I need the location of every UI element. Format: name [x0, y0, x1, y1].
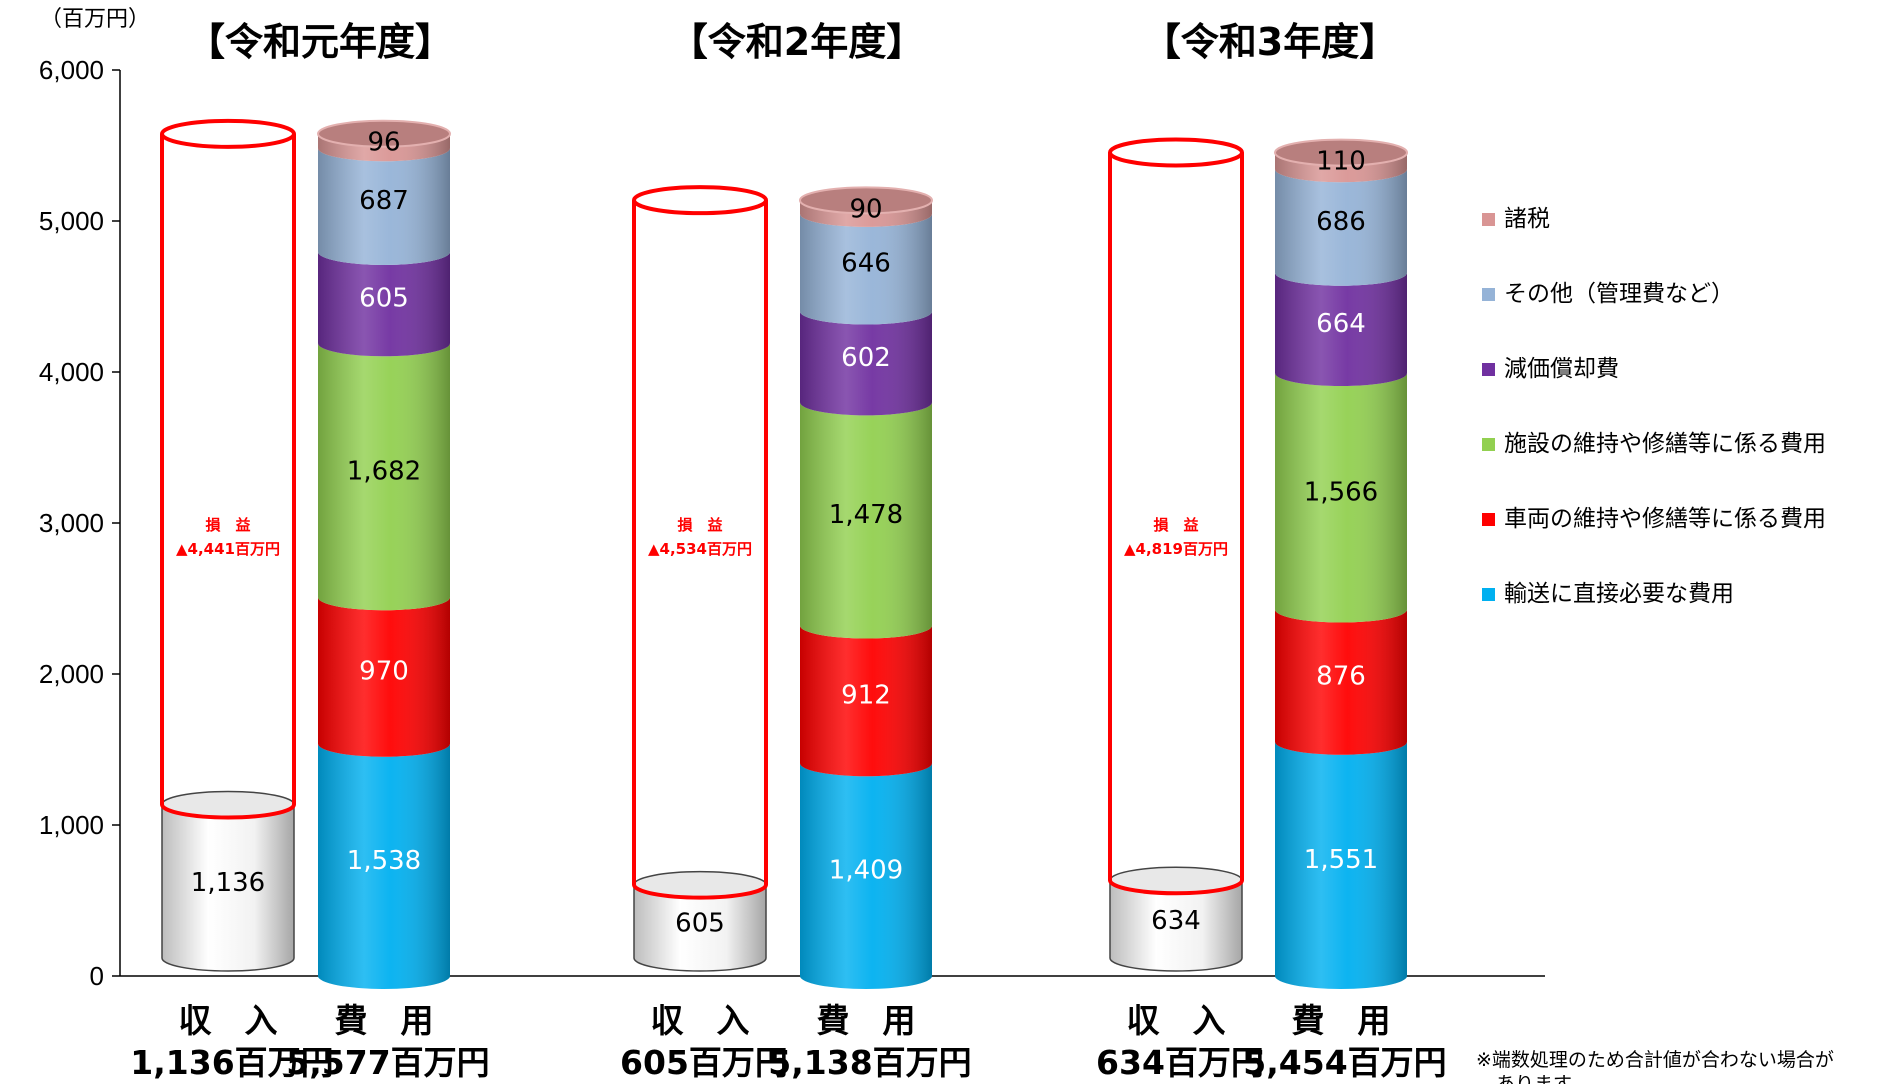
legend-swatch	[1482, 213, 1495, 226]
expense-value-label: 876	[1316, 662, 1366, 692]
loss-outline	[160, 133, 296, 820]
loss-outline-top	[160, 118, 296, 149]
loss-title: 損 益	[1153, 516, 1198, 534]
income-total: 634百万円	[1096, 1043, 1264, 1082]
loss-outline-top	[1108, 137, 1244, 168]
legend-label: 諸税	[1504, 206, 1550, 232]
income-caption: 収 入	[651, 1001, 750, 1040]
legend-swatch	[1482, 363, 1495, 376]
expense-segment-shade	[1275, 169, 1407, 286]
expense-value-label: 1,409	[829, 856, 903, 886]
loss-value: ▲4,819百万円	[1124, 540, 1228, 558]
y-tick-label: 4,000	[39, 357, 104, 387]
year-title: 【令和2年度】	[670, 20, 924, 64]
expense-value-label: 1,478	[829, 500, 903, 530]
expense-total: 5,454百万円	[1243, 1043, 1446, 1082]
expense-value-label: 96	[367, 128, 400, 158]
y-tick-label: 6,000	[39, 55, 104, 85]
expense-segment-shade	[318, 743, 450, 989]
expense-segment-shade	[1275, 609, 1407, 755]
expense-total: 5,138百万円	[768, 1043, 971, 1082]
income-caption: 収 入	[1127, 1001, 1226, 1040]
expense-segment-shade	[800, 213, 932, 325]
expense-value-label: 110	[1316, 147, 1366, 177]
expense-segment-shade	[800, 625, 932, 777]
loss-value: ▲4,534百万円	[648, 540, 752, 558]
y-tick-label: 0	[90, 961, 104, 991]
expense-value-label: 912	[841, 680, 891, 710]
y-tick-label: 1,000	[39, 810, 104, 840]
legend-label: 輸送に直接必要な費用	[1504, 581, 1734, 607]
loss-value: ▲4,441百万円	[176, 540, 280, 558]
income-value-label: 634	[1151, 906, 1201, 936]
expense-value-label: 90	[849, 194, 882, 224]
loss-outline	[632, 200, 768, 900]
legend-swatch	[1482, 438, 1495, 451]
expense-segment-shade	[1275, 152, 1407, 183]
expense-segment-shade	[800, 763, 932, 989]
legend-swatch	[1482, 513, 1495, 526]
loss-outline	[1108, 152, 1244, 896]
expense-value-label: 1,682	[347, 456, 421, 486]
expense-segment-shade	[800, 402, 932, 639]
income-cylinder	[1109, 879, 1243, 972]
y-tick-label: 5,000	[39, 206, 104, 236]
expense-segment-shade	[1275, 373, 1407, 623]
expense-value-label: 687	[359, 186, 409, 216]
expense-segment-shade	[1275, 272, 1407, 387]
expense-top-cap	[317, 119, 451, 148]
expense-value-label: 646	[841, 249, 891, 279]
income-value-label: 605	[675, 908, 725, 938]
expense-segment-shade	[318, 343, 450, 611]
expense-top-cap	[799, 186, 933, 215]
y-axis-unit: （百万円）	[40, 7, 150, 32]
income-total: 1,136百万円	[130, 1043, 333, 1082]
legend-swatch	[1482, 588, 1495, 601]
expense-caption: 費 用	[335, 1001, 434, 1040]
expense-value-label: 1,566	[1304, 477, 1378, 507]
legend-label: 施設の維持や修繕等に係る費用	[1504, 431, 1826, 457]
expense-caption: 費 用	[1292, 1001, 1391, 1040]
expense-segment-shade	[318, 148, 450, 265]
expense-value-label: 1,551	[1304, 845, 1378, 875]
income-total: 605百万円	[620, 1043, 788, 1082]
expense-segment-shade	[800, 311, 932, 416]
footnote: ※端数処理のため合計値が合わない場合が	[1476, 1049, 1834, 1071]
income-value-label: 1,136	[191, 868, 265, 898]
expense-top-cap	[1274, 138, 1408, 167]
expense-segment-shade	[318, 597, 450, 757]
income-cylinder	[633, 883, 767, 972]
y-tick-label: 3,000	[39, 508, 104, 538]
legend-swatch	[1482, 288, 1495, 301]
expense-value-label: 664	[1316, 309, 1366, 339]
expense-value-label: 686	[1316, 207, 1366, 237]
expense-value-label: 970	[359, 657, 409, 687]
expense-value-label: 605	[359, 284, 409, 314]
legend-label: その他（管理費など）	[1504, 281, 1734, 307]
expense-segment-shade	[1275, 741, 1407, 989]
legend-label: 車両の維持や修繕等に係る費用	[1504, 506, 1826, 532]
expense-value-label: 1,538	[347, 846, 421, 876]
year-title: 【令和3年度】	[1143, 20, 1397, 64]
loss-outline-top	[632, 185, 768, 216]
y-tick-label: 2,000	[39, 659, 104, 689]
year-title: 【令和元年度】	[187, 20, 453, 64]
expense-value-label: 602	[841, 343, 891, 373]
expense-segment-shade	[318, 251, 450, 357]
expense-total: 5,577百万円	[286, 1043, 489, 1082]
income-caption: 収 入	[179, 1001, 278, 1040]
loss-title: 損 益	[205, 516, 250, 534]
loss-title: 損 益	[677, 516, 722, 534]
legend-label: 減価償却費	[1504, 356, 1619, 382]
footnote-continued: あります	[1496, 1073, 1572, 1084]
income-cylinder	[161, 803, 295, 972]
expense-caption: 費 用	[817, 1001, 916, 1040]
